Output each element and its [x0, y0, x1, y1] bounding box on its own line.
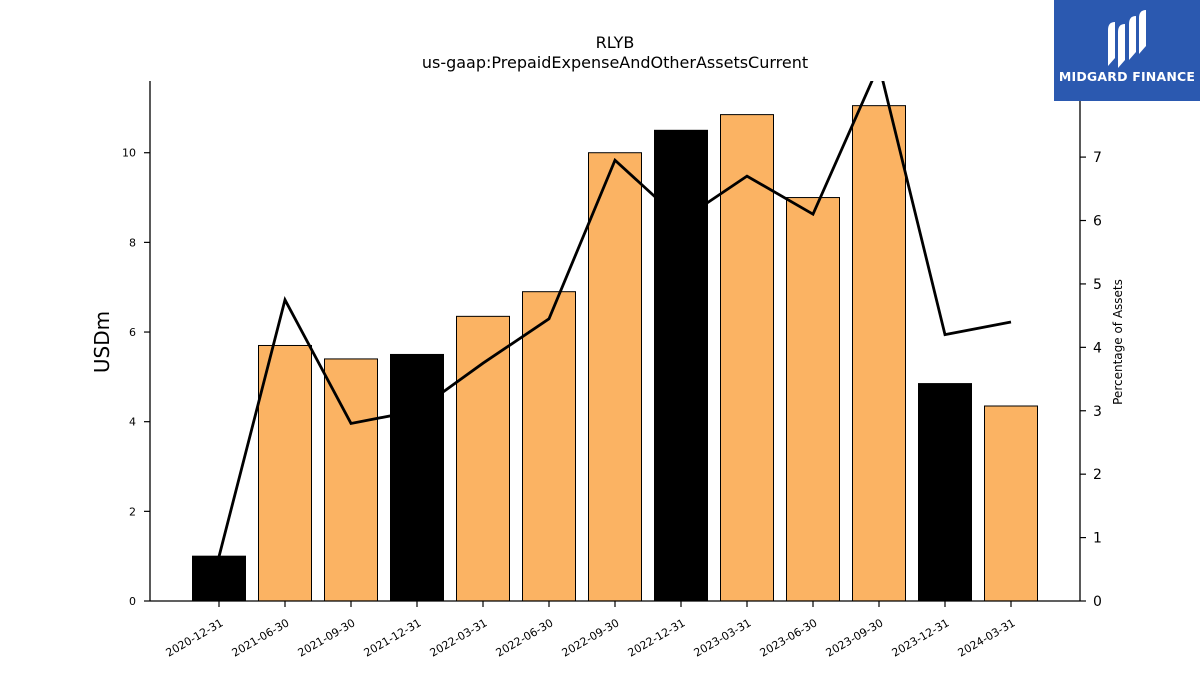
- x-tick-label: 2022-06-30: [494, 616, 556, 659]
- y2-tick-label: 7: [1093, 150, 1102, 166]
- y2-tick-label: 1: [1093, 531, 1102, 547]
- x-tick-label: 2024-03-31: [956, 616, 1018, 659]
- y-tick-label: 2: [129, 505, 136, 518]
- bar: [258, 344, 312, 602]
- bar: [390, 353, 444, 602]
- y2-tick-label: 5: [1093, 277, 1102, 293]
- bar: [918, 383, 972, 602]
- x-tick-label: 2023-12-31: [890, 616, 952, 659]
- y2-tick-label: 3: [1093, 404, 1102, 420]
- bar: [654, 129, 708, 602]
- x-tick-label: 2023-09-30: [824, 616, 886, 659]
- bar: [456, 315, 510, 602]
- bar: [588, 152, 642, 602]
- x-tick-label: 2020-12-31: [164, 616, 226, 659]
- x-tick-label: 2022-09-30: [560, 616, 622, 659]
- x-tick-label: 2022-12-31: [626, 616, 688, 659]
- chart-title: RLYB: [596, 33, 635, 52]
- x-tick-label: 2022-03-31: [428, 616, 490, 659]
- y2-axis-label: Percentage of Assets: [1111, 279, 1125, 405]
- bar: [522, 291, 576, 602]
- bar: [192, 555, 246, 602]
- x-tick-label: 2021-09-30: [296, 616, 358, 659]
- series-line: [217, 81, 1012, 557]
- y-tick-label: 8: [129, 236, 136, 249]
- x-tick-label: 2023-03-31: [692, 616, 754, 659]
- y-tick-label: 0: [129, 595, 136, 608]
- y2-tick-label: 4: [1093, 340, 1102, 356]
- x-tick-label: 2023-06-30: [758, 616, 820, 659]
- bar: [720, 114, 774, 602]
- y-tick-label: 6: [129, 326, 136, 339]
- y2-tick-label: 2: [1093, 467, 1102, 483]
- bar: [852, 105, 906, 602]
- y-axis-label: USDm: [90, 311, 114, 373]
- y-tick-label: 4: [129, 416, 136, 429]
- bar: [324, 358, 378, 602]
- chart-subtitle: us-gaap:PrepaidExpenseAndOtherAssetsCurr…: [422, 53, 808, 72]
- x-tick-label: 2021-06-30: [230, 616, 292, 659]
- y-tick-label: 10: [122, 147, 136, 160]
- x-tick-label: 2021-12-31: [362, 616, 424, 659]
- bar: [984, 405, 1038, 602]
- y2-tick-label: 6: [1093, 214, 1102, 230]
- logo-text: MIDGARD FINANCE: [1058, 69, 1196, 84]
- y2-tick-label: 0: [1093, 594, 1102, 610]
- brand-logo: MIDGARD FINANCE: [1054, 0, 1200, 101]
- bar: [786, 197, 840, 602]
- midgard-logo-icon: [1108, 10, 1146, 68]
